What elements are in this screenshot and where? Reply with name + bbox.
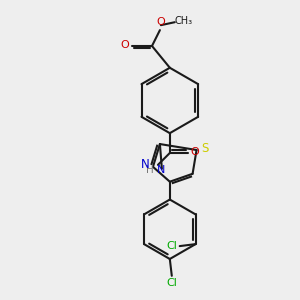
Text: O: O xyxy=(121,40,130,50)
Text: H: H xyxy=(146,165,154,175)
Text: O: O xyxy=(157,17,165,27)
Text: N: N xyxy=(157,165,165,175)
Text: CH₃: CH₃ xyxy=(175,16,193,26)
Text: S: S xyxy=(201,142,208,154)
Text: N: N xyxy=(141,158,149,171)
Text: O: O xyxy=(190,147,199,157)
Text: Cl: Cl xyxy=(167,278,177,288)
Text: Cl: Cl xyxy=(166,241,177,251)
